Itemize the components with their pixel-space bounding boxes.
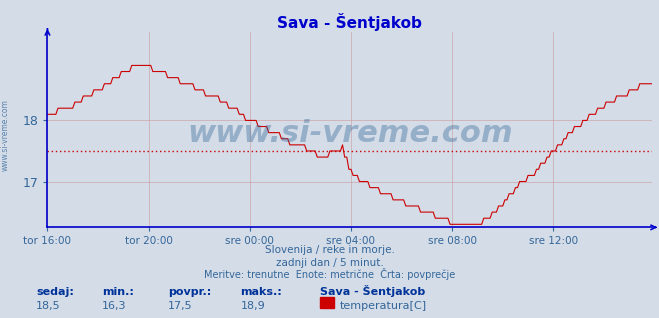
Text: zadnji dan / 5 minut.: zadnji dan / 5 minut. bbox=[275, 258, 384, 267]
Text: 18,9: 18,9 bbox=[241, 301, 266, 311]
Text: www.si-vreme.com: www.si-vreme.com bbox=[187, 119, 513, 148]
Text: 18,5: 18,5 bbox=[36, 301, 61, 311]
Text: www.si-vreme.com: www.si-vreme.com bbox=[1, 99, 10, 171]
Text: Meritve: trenutne  Enote: metrične  Črta: povprečje: Meritve: trenutne Enote: metrične Črta: … bbox=[204, 268, 455, 280]
Text: povpr.:: povpr.: bbox=[168, 287, 212, 297]
Text: 17,5: 17,5 bbox=[168, 301, 192, 311]
Text: sedaj:: sedaj: bbox=[36, 287, 74, 297]
Text: maks.:: maks.: bbox=[241, 287, 282, 297]
Text: 16,3: 16,3 bbox=[102, 301, 127, 311]
Title: Sava - Šentjakob: Sava - Šentjakob bbox=[277, 13, 422, 31]
Text: Sava - Šentjakob: Sava - Šentjakob bbox=[320, 285, 425, 297]
Text: temperatura[C]: temperatura[C] bbox=[339, 301, 426, 311]
Text: Slovenija / reke in morje.: Slovenija / reke in morje. bbox=[264, 245, 395, 255]
Text: min.:: min.: bbox=[102, 287, 134, 297]
